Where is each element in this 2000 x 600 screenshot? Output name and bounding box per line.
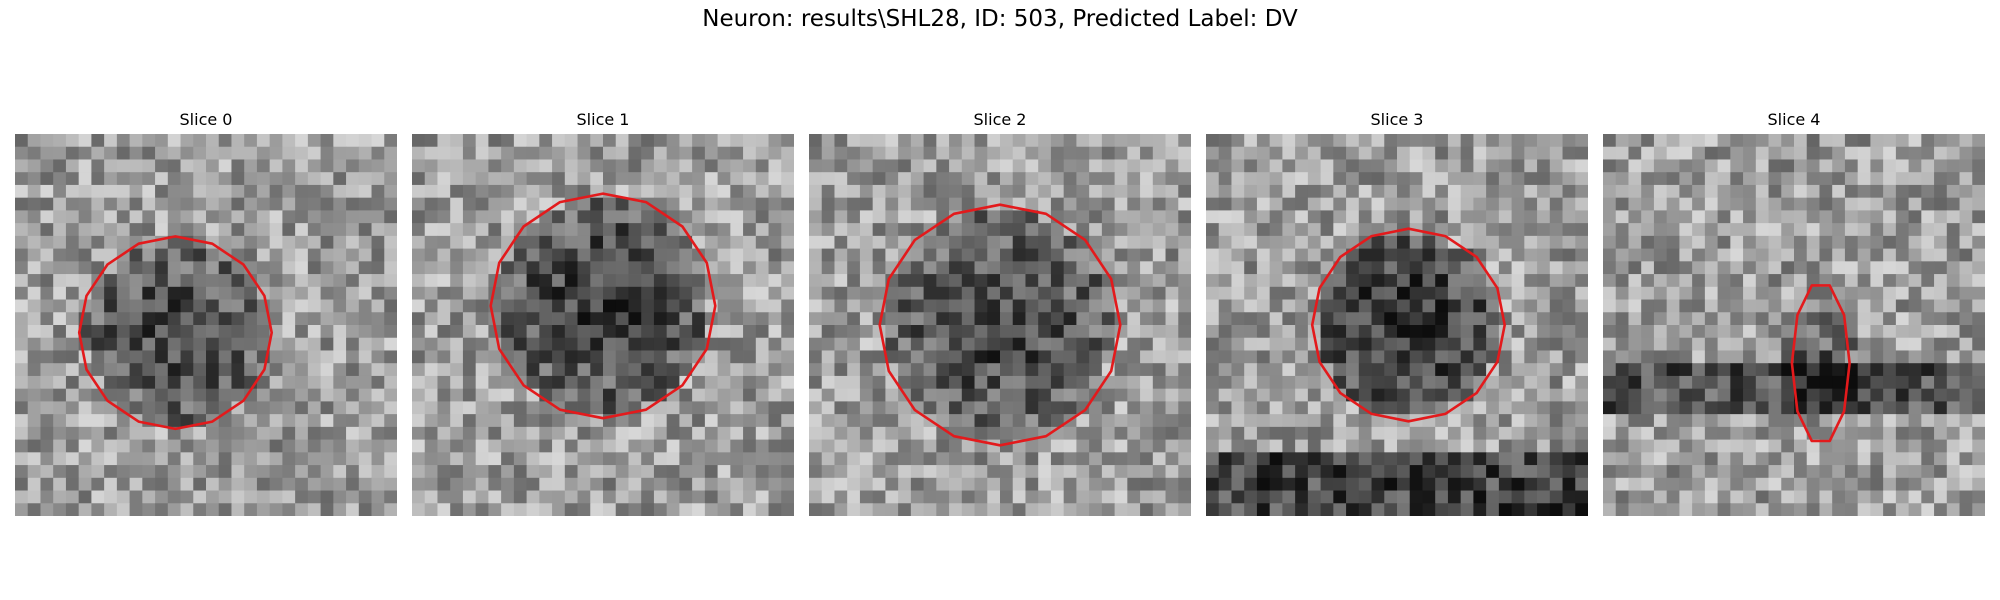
slice-3-contour bbox=[1310, 227, 1507, 423]
panel-title-slice-2: Slice 2 bbox=[973, 110, 1027, 129]
slice-0-image bbox=[15, 134, 397, 516]
panel-title-slice-4: Slice 4 bbox=[1767, 110, 1821, 129]
slice-4-canvas bbox=[1603, 134, 1985, 516]
slice-4-image bbox=[1603, 134, 1985, 516]
slice-1-image bbox=[412, 134, 794, 516]
slice-2-canvas bbox=[809, 134, 1191, 516]
panel-title-slice-1: Slice 1 bbox=[576, 110, 630, 129]
slice-0-contour bbox=[77, 235, 274, 431]
slice-0-canvas bbox=[15, 134, 397, 516]
slice-4-contour bbox=[1790, 284, 1851, 443]
slice-2-image bbox=[809, 134, 1191, 516]
figure-title: Neuron: results\SHL28, ID: 503, Predicte… bbox=[702, 6, 1298, 32]
slice-1-canvas bbox=[412, 134, 794, 516]
slice-1-contour bbox=[489, 192, 717, 420]
panel-title-slice-0: Slice 0 bbox=[179, 110, 233, 129]
slice-3-canvas bbox=[1206, 134, 1588, 516]
slice-3-image bbox=[1206, 134, 1588, 516]
slice-2-contour bbox=[878, 203, 1122, 447]
panel-title-slice-3: Slice 3 bbox=[1370, 110, 1424, 129]
